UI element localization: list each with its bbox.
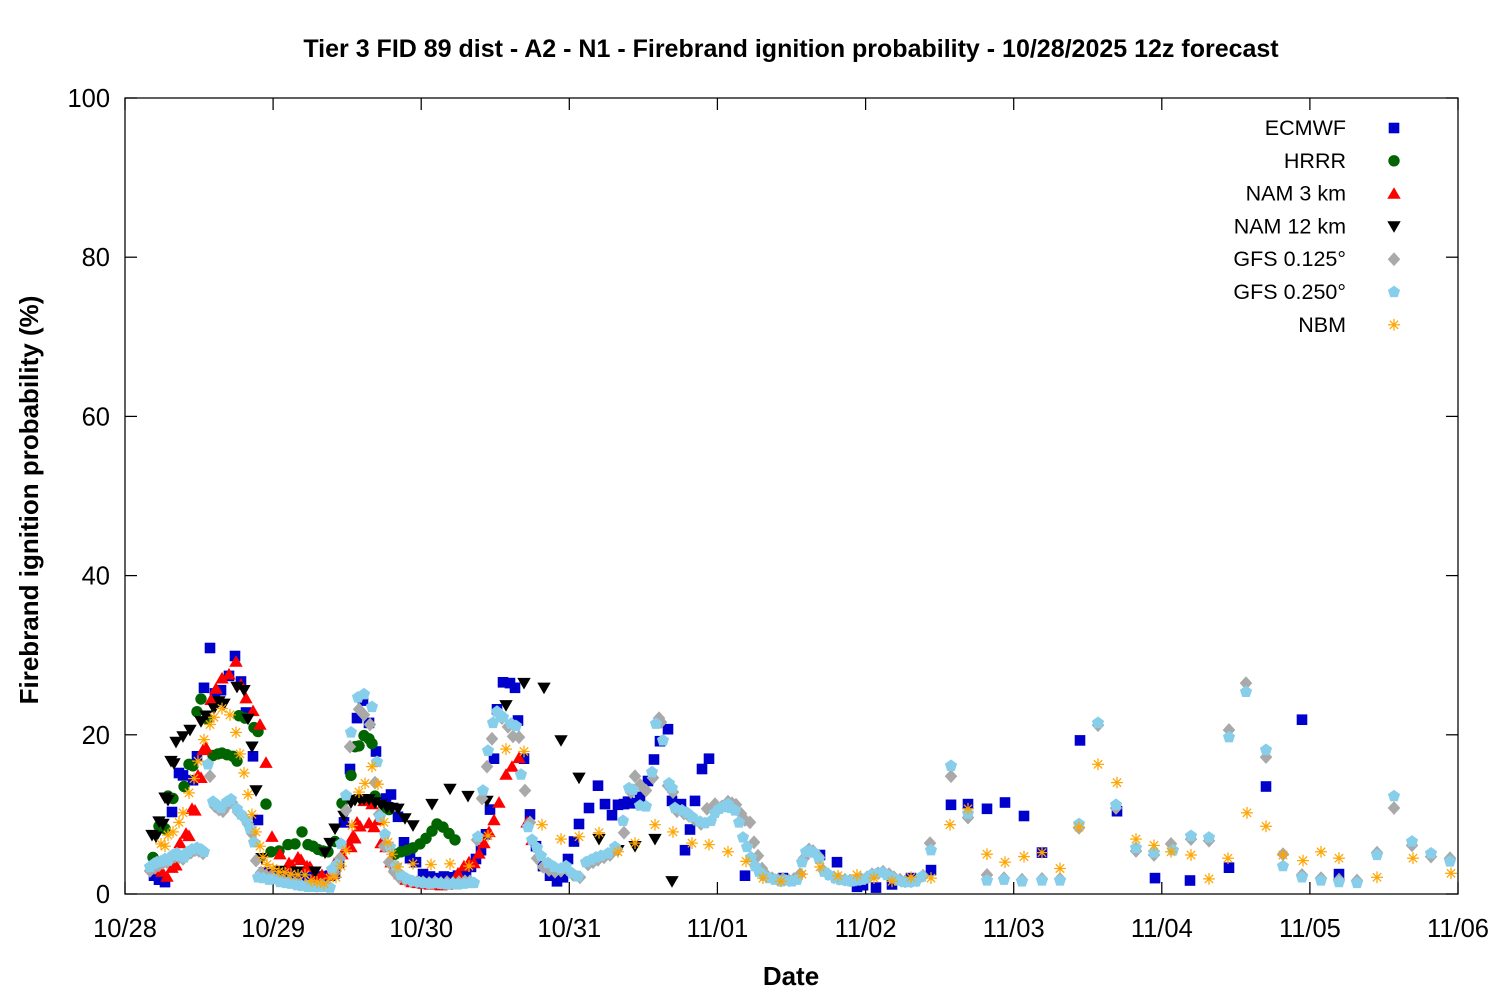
svg-text:80: 80 <box>82 244 110 272</box>
svg-text:Firebrand ignition probability: Firebrand ignition probability (%) <box>14 296 44 705</box>
svg-text:11/03: 11/03 <box>983 915 1045 943</box>
svg-text:NAM 12 km: NAM 12 km <box>1234 214 1346 238</box>
svg-text:11/02: 11/02 <box>835 915 897 943</box>
svg-text:10/29: 10/29 <box>241 915 305 943</box>
svg-text:10/31: 10/31 <box>537 915 601 943</box>
svg-text:NBM: NBM <box>1298 313 1346 337</box>
svg-text:10/30: 10/30 <box>389 915 453 943</box>
svg-text:11/06: 11/06 <box>1427 915 1489 943</box>
svg-text:HRRR: HRRR <box>1284 149 1346 173</box>
svg-text:11/04: 11/04 <box>1131 915 1193 943</box>
svg-text:GFS 0.250°: GFS 0.250° <box>1233 280 1346 304</box>
svg-text:0: 0 <box>96 881 110 909</box>
svg-text:Tier 3 FID 89 dist - A2 - N1 -: Tier 3 FID 89 dist - A2 - N1 - Firebrand… <box>303 35 1279 63</box>
svg-text:10/28: 10/28 <box>93 915 157 943</box>
svg-text:11/05: 11/05 <box>1279 915 1341 943</box>
svg-text:11/01: 11/01 <box>686 915 748 943</box>
svg-text:20: 20 <box>82 722 110 750</box>
svg-text:Date: Date <box>763 961 819 991</box>
svg-text:NAM 3 km: NAM 3 km <box>1246 182 1346 206</box>
svg-text:100: 100 <box>67 85 110 113</box>
svg-text:60: 60 <box>82 403 110 431</box>
svg-text:ECMWF: ECMWF <box>1265 116 1346 140</box>
svg-text:GFS 0.125°: GFS 0.125° <box>1233 247 1346 271</box>
svg-text:40: 40 <box>82 563 110 591</box>
